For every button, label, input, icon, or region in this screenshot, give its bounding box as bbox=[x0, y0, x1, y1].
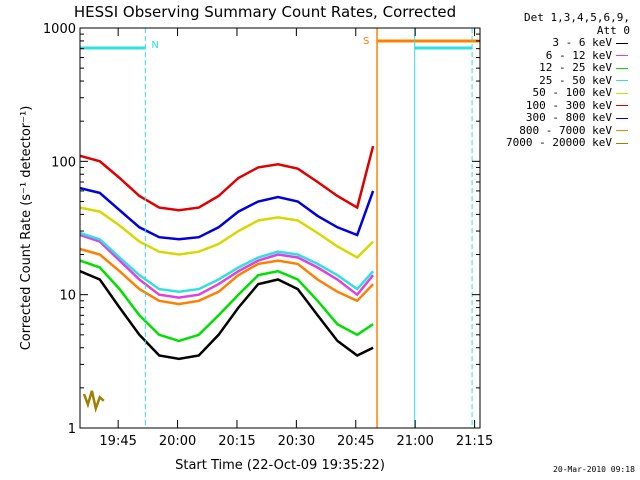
series-line-2 bbox=[79, 233, 375, 299]
legend-swatch bbox=[616, 67, 628, 69]
legend-label: 50 - 100 keV bbox=[532, 86, 612, 99]
legend-label: 12 - 25 keV bbox=[539, 61, 612, 74]
legend-item: 100 - 300 keV bbox=[482, 98, 630, 113]
legend-swatch bbox=[616, 80, 628, 82]
x-axis-label: Start Time (22-Oct-09 19:35:22) bbox=[175, 458, 385, 473]
series-line-9 bbox=[82, 390, 105, 414]
x-tick-label: 21:00 bbox=[396, 434, 433, 449]
series-line-4 bbox=[79, 231, 375, 294]
y-tick-label: 1 bbox=[68, 422, 76, 437]
series-line-6 bbox=[79, 145, 375, 212]
saa-label: S bbox=[363, 36, 369, 47]
legend-item: 300 - 800 keV bbox=[482, 111, 630, 125]
chart-title: HESSI Observing Summary Count Rates, Cor… bbox=[74, 3, 456, 21]
legend-swatch bbox=[616, 142, 628, 144]
legend-swatch bbox=[616, 92, 628, 94]
series-line-8 bbox=[79, 247, 375, 306]
y-tick-label: 1000 bbox=[43, 22, 76, 37]
footer-timestamp: 20-Mar-2010 09:18 bbox=[553, 465, 635, 474]
series-line-5 bbox=[79, 206, 374, 260]
x-tick-label: 20:30 bbox=[278, 434, 315, 449]
legend-item: 50 - 100 keV bbox=[482, 86, 630, 100]
series-line-1 bbox=[79, 270, 374, 361]
x-tick-label: 20:45 bbox=[337, 434, 374, 449]
legend-header-detectors: Det 1,3,4,5,6,9, bbox=[524, 11, 630, 24]
x-tick-label: 19:45 bbox=[99, 434, 136, 449]
y-axis-label: Corrected Count Rate (s⁻¹ detector⁻¹) bbox=[19, 106, 34, 351]
legend-label: 300 - 800 keV bbox=[525, 111, 612, 124]
legend-item: 6 - 12 keV bbox=[482, 48, 630, 63]
legend-header-attenuator: Att 0 bbox=[596, 23, 630, 37]
x-tick-label: 21:15 bbox=[456, 434, 493, 449]
legend-item: 800 - 7000 keV bbox=[482, 123, 630, 138]
legend-item: 25 - 50 keV bbox=[482, 73, 630, 88]
legend-label: 800 - 7000 keV bbox=[519, 123, 612, 137]
legend: Det 1,3,4,5,6,9, Att 0 3 - 6 keV 6 - 12 k… bbox=[482, 11, 630, 150]
y-tick-label: 100 bbox=[51, 155, 76, 170]
legend-item: 3 - 6 keV bbox=[482, 36, 630, 50]
legend-label: 25 - 50 keV bbox=[539, 73, 612, 87]
legend-label: 100 - 300 keV bbox=[525, 98, 612, 112]
legend-swatch bbox=[616, 55, 628, 57]
legend-swatch bbox=[616, 130, 628, 132]
legend-item: 7000 - 20000 keV bbox=[482, 136, 630, 150]
legend-label: 3 - 6 keV bbox=[552, 36, 612, 49]
legend-label: 7000 - 20000 keV bbox=[506, 136, 612, 149]
legend-item: 12 - 25 keV bbox=[482, 61, 630, 75]
plot-frame bbox=[79, 27, 481, 429]
legend-label: 6 - 12 keV bbox=[545, 48, 612, 62]
x-tick-label: 20:15 bbox=[218, 434, 255, 449]
y-tick-label: 10 bbox=[59, 289, 76, 304]
legend-swatch bbox=[616, 42, 628, 44]
night-label: N bbox=[151, 40, 158, 51]
x-tick-label: 20:00 bbox=[159, 434, 196, 449]
legend-swatch bbox=[616, 117, 628, 119]
series-line-3 bbox=[79, 259, 374, 343]
legend-swatch bbox=[616, 105, 628, 107]
series-line-7 bbox=[79, 186, 375, 241]
